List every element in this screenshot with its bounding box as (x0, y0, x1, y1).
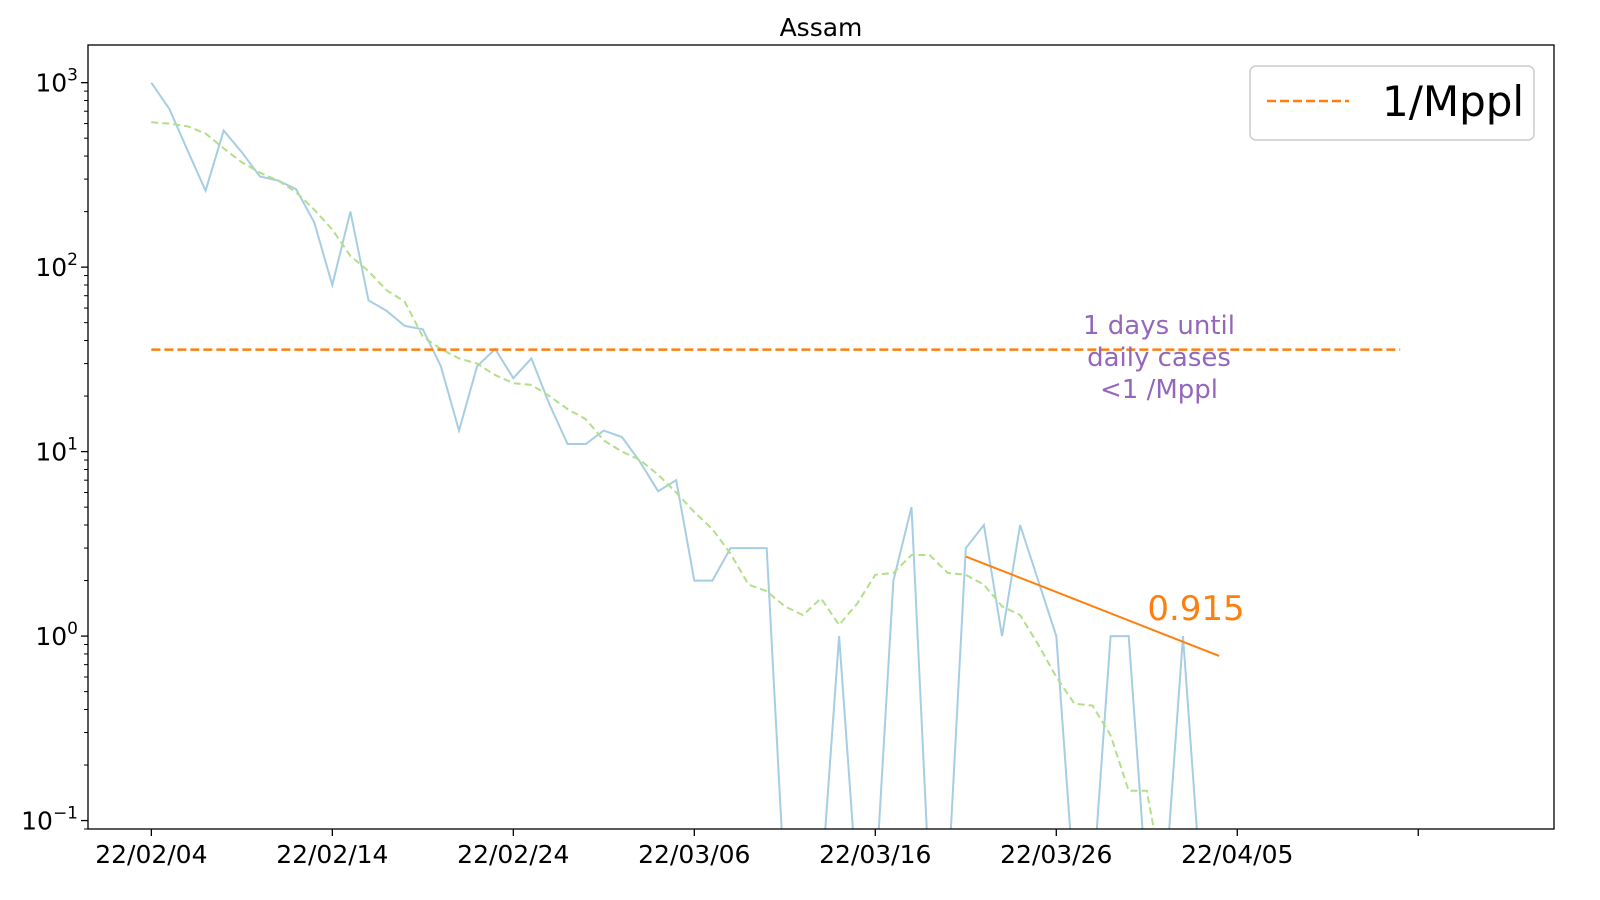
y-tick-label: 101 (35, 435, 78, 467)
annotation-line-1: 1 days until (1083, 311, 1235, 341)
plot-area (150, 82, 1401, 829)
legend-box (1249, 65, 1535, 141)
x-tick-label: 22/03/16 (819, 840, 931, 869)
x-tick-label: 22/03/26 (1000, 840, 1112, 869)
trend-slope-label: 0.915 (1147, 589, 1244, 629)
series-average-line (151, 121, 1155, 829)
trend-line (965, 555, 1220, 657)
legend-label: 1/Mppl (1382, 77, 1524, 126)
x-tick-label: 22/02/14 (276, 840, 388, 869)
x-tick-label: 22/02/24 (457, 840, 569, 869)
plot-clip (150, 82, 1401, 829)
y-tick-label: 100 (35, 619, 78, 651)
x-tick-label: 22/02/04 (95, 840, 207, 869)
plot-frame (87, 44, 1555, 830)
annotation-line-2: daily cases (1087, 343, 1231, 373)
y-tick-label: 10−1 (21, 804, 78, 836)
legend: 1/Mppl (1249, 65, 1535, 141)
y-tick-label: 103 (35, 66, 78, 98)
x-tick-label: 22/04/05 (1181, 840, 1293, 869)
chart-title: Assam (780, 13, 863, 42)
annotation-line-3: <1 /Mppl (1100, 375, 1218, 405)
series-daily-line (150, 82, 1198, 829)
axes: 22/02/04 22/02/14 22/02/24 22/03/06 22/03/16… (21, 44, 1555, 869)
x-tick-label: 22/03/06 (638, 840, 750, 869)
y-tick-label: 102 (35, 250, 78, 282)
